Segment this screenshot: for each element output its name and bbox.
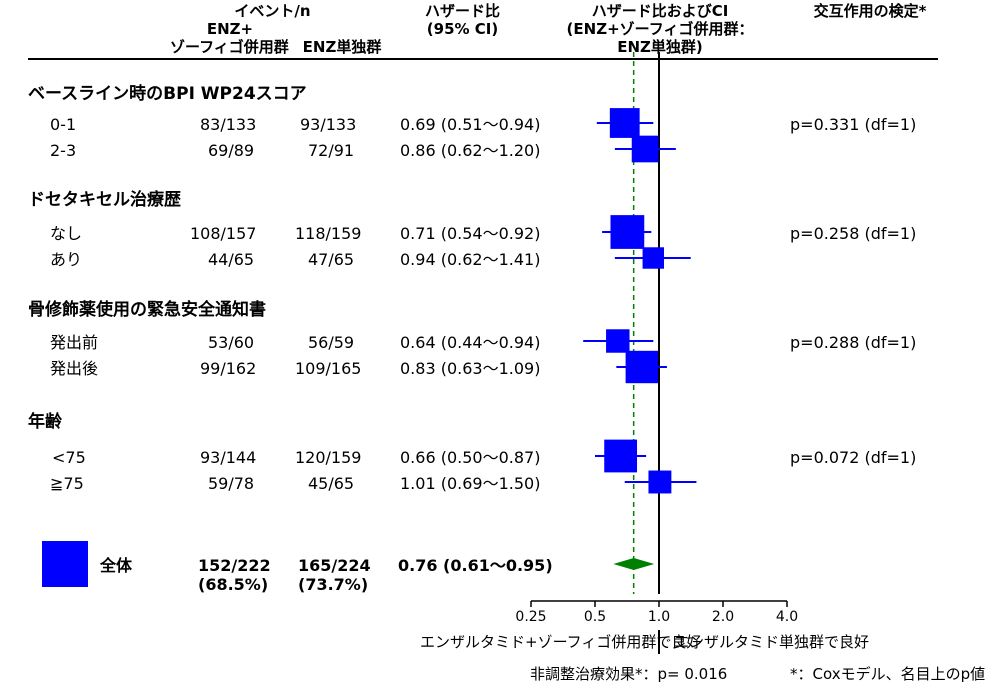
header-enz-combo: ENZ+ (206, 20, 254, 38)
hr-marker (625, 350, 658, 384)
x-tick-label: 4.0 (776, 609, 798, 625)
section-title-age: 年齢 (28, 412, 62, 432)
x-tick-label: 0.25 (515, 609, 546, 625)
row-combo-events: 108/157 (190, 224, 257, 243)
x-tick-label: 0.5 (584, 609, 606, 625)
hr-marker (604, 439, 638, 473)
interaction-pvalue: p=0.072 (df=1) (790, 448, 917, 467)
header-forest-1: ハザード比およびCI (591, 2, 729, 20)
row-alone-events: 93/133 (300, 115, 357, 134)
overall-hr-text: 0.76 (0.61～0.95) (398, 556, 553, 575)
overall-diamond (613, 558, 655, 570)
section-title-bpi: ベースライン時のBPI WP24スコア (28, 84, 307, 104)
header-enz-alone: ENZ単独群 (302, 38, 382, 56)
overall-label: 全体 (100, 556, 133, 575)
header-hr-ci: (95% CI) (426, 20, 499, 38)
row-hr-text: 0.66 (0.50～0.87) (400, 448, 541, 467)
header-forest-2: (ENZ+ゾーフィゴ併用群： (566, 20, 754, 38)
row-alone-events: 109/165 (295, 359, 362, 378)
favors-combo-label: エンザルタミド+ゾーフィゴ併用群で良好 (420, 633, 702, 651)
hr-marker (609, 108, 640, 138)
overall-combo-percent: (68.5%) (198, 575, 269, 594)
row-alone-events: 47/65 (308, 250, 355, 269)
row-hr-text: 0.94 (0.62～1.41) (400, 250, 541, 269)
row-alone-events: 45/65 (308, 474, 355, 493)
row-hr-text: 0.83 (0.63～1.09) (400, 359, 541, 378)
row-label: 発出後 (50, 359, 99, 378)
row-combo-events: 59/78 (208, 474, 255, 493)
section-title-docetaxel: ドセタキセル治療歴 (28, 190, 181, 210)
row-label: <75 (52, 448, 86, 467)
row-alone-events: 72/91 (308, 141, 355, 160)
row-label: ≧75 (50, 474, 84, 493)
interaction-pvalue: p=0.331 (df=1) (790, 115, 917, 134)
row-label: 発出前 (50, 333, 99, 352)
row-hr-text: 0.71 (0.54～0.92) (400, 224, 541, 243)
header-interaction: 交互作用の検定* (813, 2, 927, 20)
row-hr-text: 0.69 (0.51～0.94) (400, 115, 541, 134)
row-alone-events: 56/59 (308, 333, 355, 352)
row-label: 2-3 (50, 141, 77, 160)
favors-alone-label: エンザルタミド単独群で良好 (674, 633, 870, 651)
interaction-pvalue: p=0.258 (df=1) (790, 224, 917, 243)
hr-marker (631, 135, 659, 163)
overall-alone-percent: (73.7%) (298, 575, 369, 594)
row-label: なし (50, 224, 83, 243)
row-combo-events: 93/144 (200, 448, 257, 467)
header-hr: ハザード比 (424, 2, 500, 20)
hr-marker (648, 470, 672, 494)
unadjusted-effect-note: 非調整治療効果*：p= 0.016 (530, 665, 728, 683)
header-enz-combo-line2: ゾーフィゴ併用群 (170, 38, 289, 56)
row-combo-events: 83/133 (200, 115, 257, 134)
hr-marker (606, 329, 630, 353)
hr-marker (642, 247, 665, 269)
row-label: あり (50, 250, 83, 269)
row-hr-text: 0.86 (0.62～1.20) (400, 141, 541, 160)
row-combo-events: 44/65 (208, 250, 255, 269)
x-tick-label: 2.0 (712, 609, 734, 625)
row-alone-events: 120/159 (295, 448, 362, 467)
overall-legend-square (42, 541, 88, 587)
x-tick-label: 1.0 (648, 609, 670, 625)
cox-model-note: *：Coxモデル、名目上のp値 (790, 665, 986, 683)
row-combo-events: 69/89 (208, 141, 255, 160)
row-alone-events: 118/159 (295, 224, 362, 243)
overall-combo-events: 152/222 (198, 556, 271, 575)
hr-marker (610, 215, 645, 249)
row-label: 0-1 (50, 115, 77, 134)
row-hr-text: 1.01 (0.69～1.50) (400, 474, 541, 493)
row-combo-events: 99/162 (200, 359, 257, 378)
row-hr-text: 0.64 (0.44～0.94) (400, 333, 541, 352)
interaction-pvalue: p=0.288 (df=1) (790, 333, 917, 352)
header-forest-3: ENZ単独群) (617, 38, 703, 56)
section-title-bma: 骨修飾薬使用の緊急安全通知書 (28, 300, 266, 320)
row-combo-events: 53/60 (208, 333, 255, 352)
header-events: イベント/n (234, 2, 311, 20)
overall-alone-events: 165/224 (298, 556, 371, 575)
